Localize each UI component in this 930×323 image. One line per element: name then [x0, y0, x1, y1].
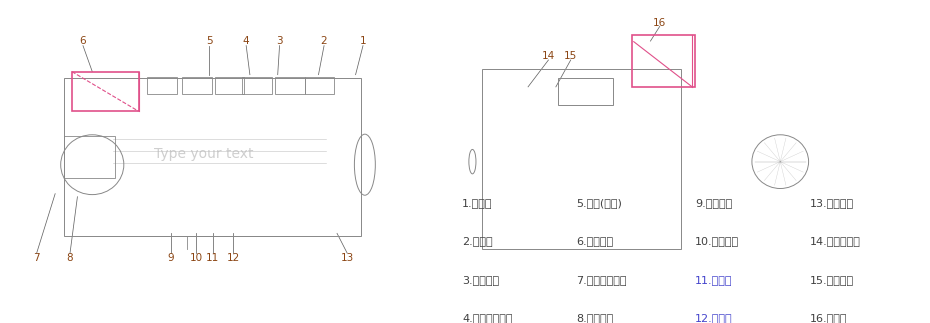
Text: 6.燃气阀组: 6.燃气阀组	[577, 236, 614, 246]
Text: 15: 15	[565, 51, 578, 61]
Text: 1: 1	[360, 36, 366, 46]
Text: 12: 12	[227, 254, 240, 264]
Text: 14.点火变压器: 14.点火变压器	[810, 236, 861, 246]
Bar	[147, 77, 177, 94]
Text: 11: 11	[206, 254, 219, 264]
Bar	[275, 77, 305, 94]
Text: 7: 7	[33, 254, 40, 264]
Bar	[558, 78, 614, 105]
Text: 11.观火孔: 11.观火孔	[695, 275, 733, 285]
Bar	[64, 136, 115, 178]
Text: 16: 16	[653, 18, 666, 28]
Text: 3: 3	[276, 36, 283, 46]
Text: 8.风机马达: 8.风机马达	[577, 313, 614, 323]
Text: 13.快速对插: 13.快速对插	[810, 198, 854, 208]
Bar	[305, 77, 334, 94]
Text: Type your text: Type your text	[153, 147, 253, 161]
Text: 3.伺服马达: 3.伺服马达	[462, 275, 499, 285]
Text: 7.燃气压力开关: 7.燃气压力开关	[577, 275, 627, 285]
Text: 12.控制器: 12.控制器	[695, 313, 733, 323]
Text: 1.燃烧筒: 1.燃烧筒	[462, 198, 493, 208]
Text: 6: 6	[80, 36, 86, 46]
Text: 2: 2	[321, 36, 327, 46]
Text: 2.石棉垫: 2.石棉垫	[462, 236, 493, 246]
Text: 5.检漏(选配): 5.检漏(选配)	[577, 198, 622, 208]
Text: 10: 10	[190, 254, 203, 264]
Bar	[64, 78, 361, 236]
Bar	[182, 77, 212, 94]
Text: 4.空气压力开关: 4.空气压力开关	[462, 313, 512, 323]
Text: 13: 13	[340, 254, 354, 264]
Bar	[215, 77, 245, 94]
Text: 5: 5	[206, 36, 212, 46]
Text: 9: 9	[167, 254, 175, 264]
Text: 10.离子探针: 10.离子探针	[695, 236, 739, 246]
Text: 9.燃气碟阀: 9.燃气碟阀	[695, 198, 732, 208]
Bar	[72, 72, 139, 111]
Text: 16.进风口: 16.进风口	[810, 313, 847, 323]
Text: 4: 4	[243, 36, 249, 46]
Bar	[631, 35, 695, 87]
Bar	[243, 77, 272, 94]
Text: 15.点火电极: 15.点火电极	[810, 275, 854, 285]
Text: 8: 8	[67, 254, 73, 264]
Bar	[482, 68, 681, 249]
Text: 14: 14	[542, 51, 555, 61]
